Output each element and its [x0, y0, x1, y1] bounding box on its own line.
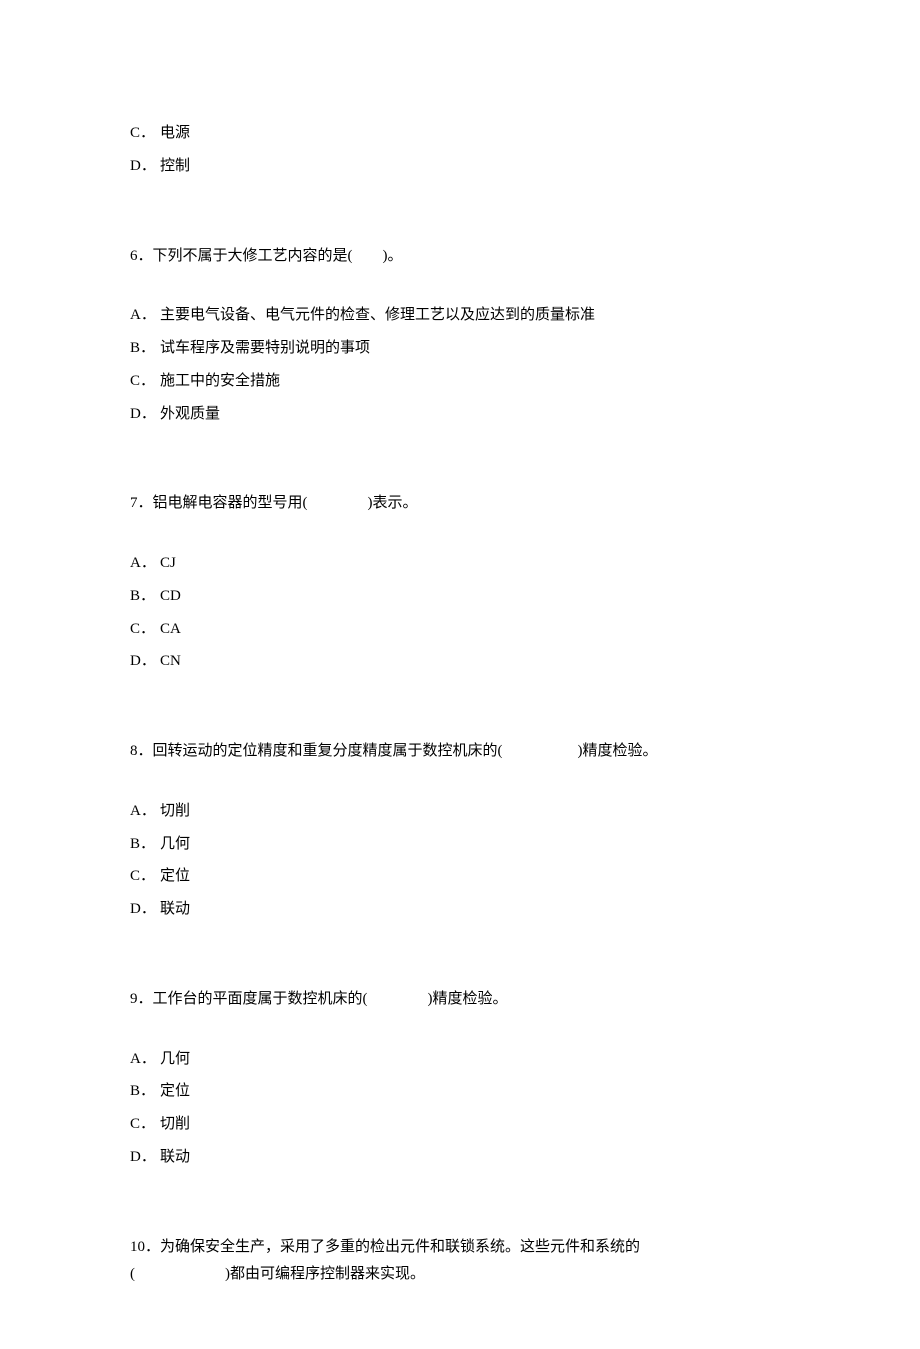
option-d: D．联动	[130, 896, 790, 924]
question-9: 9．工作台的平面度属于数控机床的( )精度检验。 A．几何 B．定位 C．切削 …	[130, 986, 790, 1172]
option-text: 联动	[160, 1149, 190, 1165]
option-d: D．联动	[130, 1144, 790, 1172]
option-label: A．	[130, 798, 160, 826]
option-a: A．几何	[130, 1046, 790, 1074]
option-text: 切削	[160, 1116, 190, 1132]
option-b: B．CD	[130, 583, 790, 611]
question-10: 10．为确保安全生产，采用了多重的检出元件和联锁系统。这些元件和系统的 ( )都…	[130, 1234, 790, 1290]
option-text: 几何	[160, 1051, 190, 1067]
option-text: 几何	[160, 836, 190, 852]
option-text: 外观质量	[160, 406, 220, 422]
option-text: 切削	[160, 803, 190, 819]
option-text: 试车程序及需要特别说明的事项	[160, 340, 370, 356]
option-c: C．CA	[130, 616, 790, 644]
option-text: CN	[160, 653, 181, 669]
option-b: B．几何	[130, 831, 790, 859]
options-group: A．几何 B．定位 C．切削 D．联动	[130, 1046, 790, 1172]
option-label: C．	[130, 863, 160, 891]
orphan-options-group: C．电源 D．控制	[130, 120, 790, 181]
option-label: C．	[130, 616, 160, 644]
question-stem-line1: 10．为确保安全生产，采用了多重的检出元件和联锁系统。这些元件和系统的	[130, 1234, 790, 1262]
question-stem: 8．回转运动的定位精度和重复分度精度属于数控机床的( )精度检验。	[130, 738, 790, 766]
option-c: C．电源	[130, 120, 790, 148]
option-label: B．	[130, 335, 160, 363]
option-d: D．CN	[130, 648, 790, 676]
option-a: A．主要电气设备、电气元件的检查、修理工艺以及应达到的质量标准	[130, 302, 790, 330]
options-group: A．切削 B．几何 C．定位 D．联动	[130, 798, 790, 924]
option-b: B．试车程序及需要特别说明的事项	[130, 335, 790, 363]
option-text: 联动	[160, 901, 190, 917]
option-label: B．	[130, 583, 160, 611]
question-stem: 9．工作台的平面度属于数控机床的( )精度检验。	[130, 986, 790, 1014]
option-a: A．切削	[130, 798, 790, 826]
option-text: 定位	[160, 868, 190, 884]
option-text: 电源	[160, 125, 190, 141]
option-text: 主要电气设备、电气元件的检查、修理工艺以及应达到的质量标准	[160, 307, 595, 323]
option-label: C．	[130, 120, 160, 148]
options-group: A．CJ B．CD C．CA D．CN	[130, 550, 790, 676]
option-label: D．	[130, 896, 160, 924]
option-d: D．控制	[130, 153, 790, 181]
options-group: A．主要电气设备、电气元件的检查、修理工艺以及应达到的质量标准 B．试车程序及需…	[130, 302, 790, 428]
option-text: 控制	[160, 158, 190, 174]
option-label: B．	[130, 831, 160, 859]
option-c: C．定位	[130, 863, 790, 891]
question-6: 6．下列不属于大修工艺内容的是( )。 A．主要电气设备、电气元件的检查、修理工…	[130, 243, 790, 429]
option-c: C．施工中的安全措施	[130, 368, 790, 396]
option-a: A．CJ	[130, 550, 790, 578]
question-7: 7．铝电解电容器的型号用( )表示。 A．CJ B．CD C．CA D．CN	[130, 490, 790, 676]
question-8: 8．回转运动的定位精度和重复分度精度属于数控机床的( )精度检验。 A．切削 B…	[130, 738, 790, 924]
option-text: 定位	[160, 1083, 190, 1099]
option-b: B．定位	[130, 1078, 790, 1106]
option-label: A．	[130, 550, 160, 578]
option-label: D．	[130, 401, 160, 429]
question-stem-line2: ( )都由可编程序控制器来实现。	[130, 1261, 790, 1289]
option-text: CA	[160, 621, 181, 637]
option-label: A．	[130, 302, 160, 330]
option-c: C．切削	[130, 1111, 790, 1139]
option-text: CD	[160, 588, 181, 604]
question-stem: 7．铝电解电容器的型号用( )表示。	[130, 490, 790, 518]
option-d: D．外观质量	[130, 401, 790, 429]
option-text: CJ	[160, 555, 176, 571]
option-label: D．	[130, 153, 160, 181]
option-label: D．	[130, 648, 160, 676]
option-label: C．	[130, 368, 160, 396]
option-label: B．	[130, 1078, 160, 1106]
question-stem: 6．下列不属于大修工艺内容的是( )。	[130, 243, 790, 271]
option-label: C．	[130, 1111, 160, 1139]
option-text: 施工中的安全措施	[160, 373, 280, 389]
option-label: D．	[130, 1144, 160, 1172]
option-label: A．	[130, 1046, 160, 1074]
